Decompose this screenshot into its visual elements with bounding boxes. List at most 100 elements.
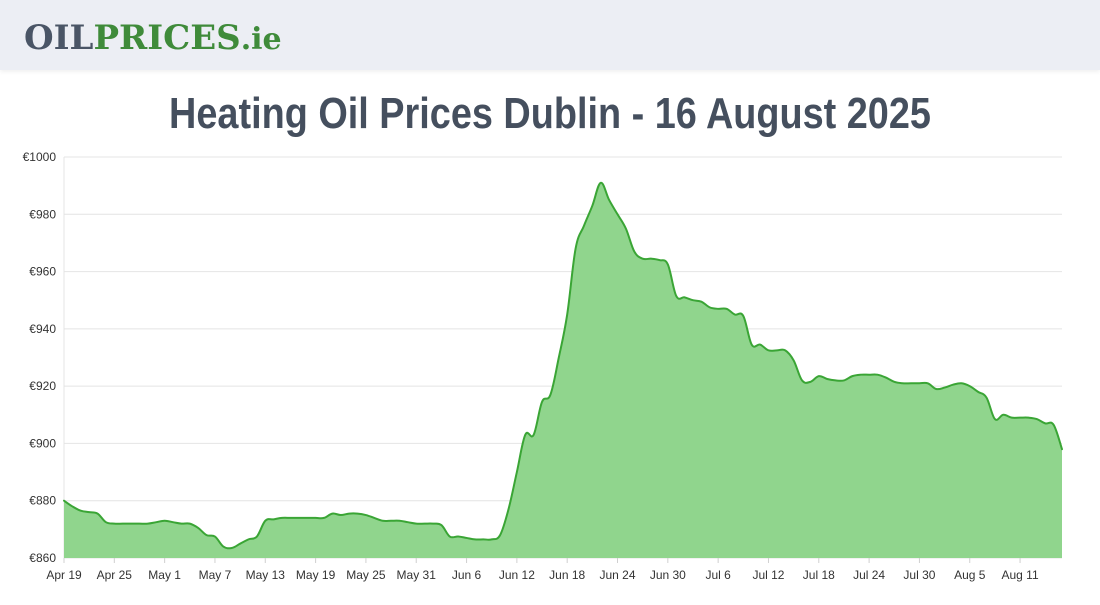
data-point[interactable] — [564, 312, 570, 318]
data-point[interactable] — [774, 347, 780, 353]
data-point[interactable] — [1059, 446, 1065, 452]
data-point[interactable] — [313, 515, 319, 521]
data-point[interactable] — [346, 511, 352, 517]
data-point[interactable] — [120, 521, 126, 527]
data-point[interactable] — [388, 518, 394, 524]
data-point[interactable] — [883, 375, 889, 381]
data-point[interactable] — [86, 509, 92, 515]
data-point[interactable] — [145, 521, 151, 527]
data-point[interactable] — [648, 256, 654, 262]
data-point[interactable] — [271, 516, 277, 522]
data-point[interactable] — [355, 511, 361, 517]
data-point[interactable] — [78, 508, 84, 514]
data-point[interactable] — [908, 380, 914, 386]
data-point[interactable] — [581, 223, 587, 229]
data-point[interactable] — [1042, 420, 1048, 426]
data-point[interactable] — [254, 534, 260, 540]
data-point[interactable] — [422, 521, 428, 527]
data-point[interactable] — [950, 382, 956, 388]
data-point[interactable] — [782, 347, 788, 353]
data-point[interactable] — [673, 293, 679, 299]
data-point[interactable] — [833, 377, 839, 383]
data-point[interactable] — [489, 536, 495, 542]
data-point[interactable] — [984, 395, 990, 401]
data-point[interactable] — [891, 379, 897, 385]
data-point[interactable] — [698, 299, 704, 305]
data-point[interactable] — [430, 521, 436, 527]
data-point[interactable] — [505, 506, 511, 512]
data-point[interactable] — [1009, 415, 1015, 421]
data-point[interactable] — [371, 515, 377, 521]
data-point[interactable] — [380, 518, 386, 524]
data-point[interactable] — [925, 380, 931, 386]
data-point[interactable] — [363, 512, 369, 518]
data-point[interactable] — [153, 519, 159, 525]
data-point[interactable] — [724, 306, 730, 312]
data-point[interactable] — [229, 545, 235, 551]
data-point[interactable] — [304, 515, 310, 521]
data-point[interactable] — [841, 377, 847, 383]
data-point[interactable] — [413, 521, 419, 527]
data-point[interactable] — [204, 532, 210, 538]
data-point[interactable] — [472, 536, 478, 542]
data-point[interactable] — [791, 357, 797, 363]
data-point[interactable] — [111, 521, 117, 527]
data-point[interactable] — [329, 511, 335, 517]
data-point[interactable] — [514, 469, 520, 475]
data-point[interactable] — [975, 389, 981, 395]
data-point[interactable] — [338, 512, 344, 518]
data-point[interactable] — [623, 226, 629, 232]
data-point[interactable] — [522, 432, 528, 438]
data-point[interactable] — [690, 297, 696, 303]
data-point[interactable] — [631, 249, 637, 255]
data-point[interactable] — [455, 534, 461, 540]
data-point[interactable] — [438, 522, 444, 528]
data-point[interactable] — [992, 416, 998, 422]
site-logo[interactable]: OILPRICES.ie — [24, 18, 282, 60]
data-point[interactable] — [103, 519, 109, 525]
data-point[interactable] — [237, 541, 243, 547]
data-point[interactable] — [824, 376, 830, 382]
data-point[interactable] — [1000, 412, 1006, 418]
data-point[interactable] — [279, 515, 285, 521]
data-point[interactable] — [136, 521, 142, 527]
data-point[interactable] — [589, 203, 595, 209]
data-point[interactable] — [732, 312, 738, 318]
data-point[interactable] — [162, 518, 168, 524]
data-point[interactable] — [447, 534, 453, 540]
data-point[interactable] — [933, 386, 939, 392]
data-point[interactable] — [740, 313, 746, 319]
data-point[interactable] — [816, 373, 822, 379]
data-point[interactable] — [967, 383, 973, 389]
data-point[interactable] — [1034, 416, 1040, 422]
data-point[interactable] — [900, 380, 906, 386]
data-point[interactable] — [942, 385, 948, 391]
data-point[interactable] — [480, 536, 486, 542]
data-point[interactable] — [615, 211, 621, 217]
data-point[interactable] — [606, 197, 612, 203]
data-point[interactable] — [875, 372, 881, 378]
data-point[interactable] — [262, 518, 268, 524]
data-point[interactable] — [573, 246, 579, 252]
data-point[interactable] — [1025, 415, 1031, 421]
data-point[interactable] — [246, 536, 252, 542]
data-point[interactable] — [195, 525, 201, 531]
data-point[interactable] — [598, 180, 604, 186]
data-point[interactable] — [866, 372, 872, 378]
data-point[interactable] — [464, 535, 470, 541]
data-point[interactable] — [69, 503, 75, 509]
data-point[interactable] — [849, 373, 855, 379]
data-point[interactable] — [95, 511, 101, 517]
data-point[interactable] — [715, 306, 721, 312]
data-point[interactable] — [220, 544, 226, 550]
data-point[interactable] — [178, 521, 184, 527]
data-point[interactable] — [1017, 415, 1023, 421]
data-point[interactable] — [640, 256, 646, 262]
data-point[interactable] — [665, 261, 671, 267]
data-point[interactable] — [556, 355, 562, 361]
data-point[interactable] — [405, 519, 411, 525]
data-point[interactable] — [916, 380, 922, 386]
data-point[interactable] — [858, 372, 864, 378]
data-point[interactable] — [757, 342, 763, 348]
data-point[interactable] — [497, 532, 503, 538]
